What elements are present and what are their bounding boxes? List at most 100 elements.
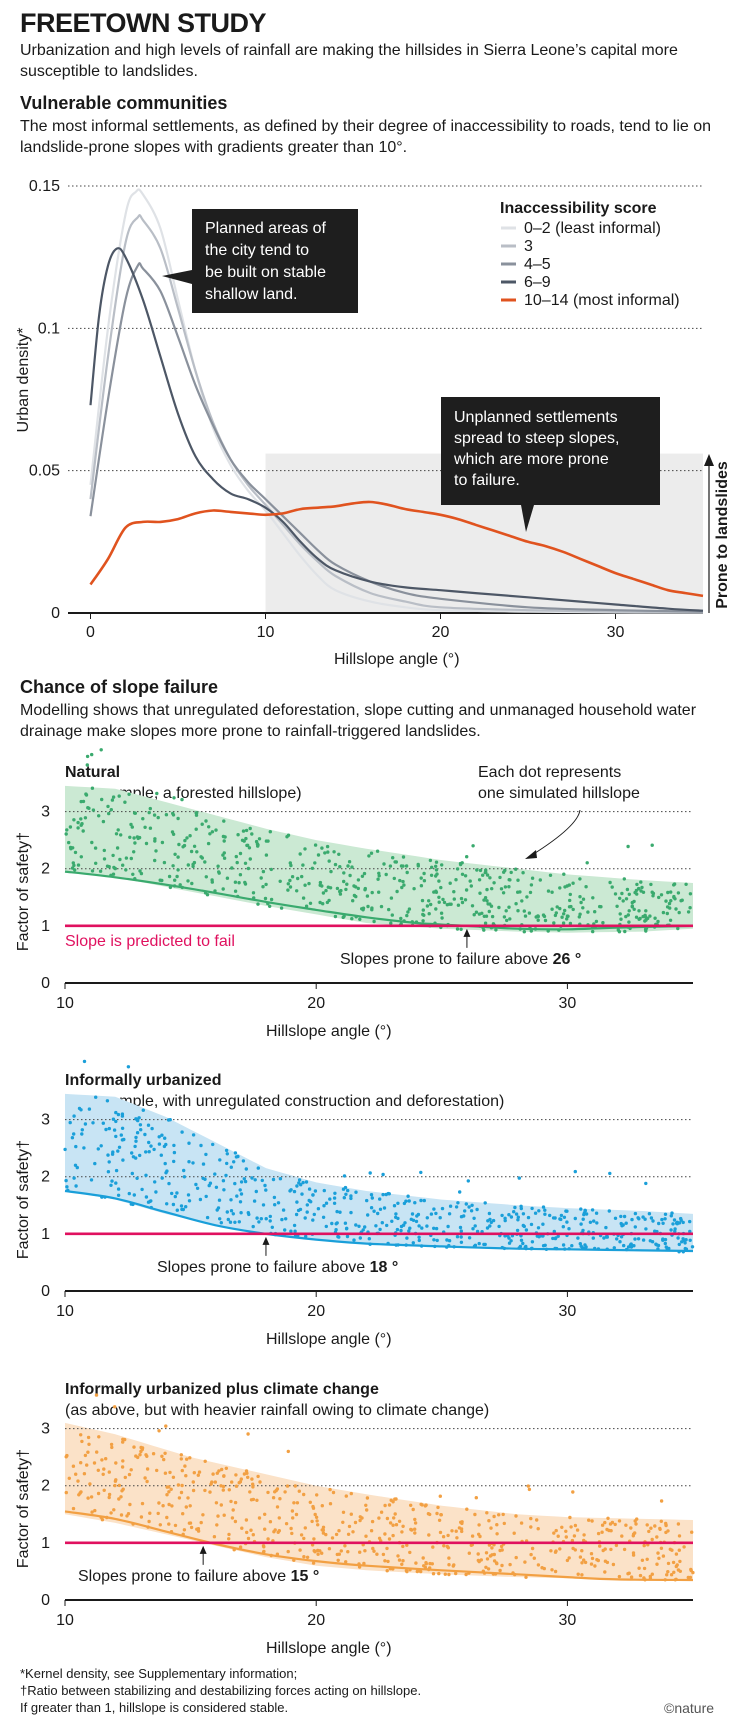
simulated-hillslope-dot	[434, 1211, 438, 1216]
simulated-hillslope-dot	[560, 1525, 564, 1529]
simulated-hillslope-dot	[106, 1153, 110, 1157]
simulated-hillslope-dot	[576, 1572, 580, 1576]
simulated-hillslope-dot	[533, 1211, 538, 1215]
simulated-hillslope-dot	[239, 1477, 243, 1481]
simulated-hillslope-dot	[644, 1227, 648, 1231]
simulated-hillslope-dot	[413, 1521, 418, 1525]
density-x-tick-label: 0	[86, 624, 95, 641]
simulated-hillslope-dot	[484, 1565, 488, 1569]
simulated-hillslope-dot	[401, 1559, 405, 1563]
simulated-hillslope-dot	[402, 1201, 407, 1206]
simulated-hillslope-dot	[346, 1532, 351, 1536]
simulated-hillslope-dot	[512, 1531, 516, 1535]
simulated-hillslope-dot	[321, 1525, 326, 1529]
simulated-hillslope-dot	[169, 1487, 173, 1491]
simulated-hillslope-dot	[477, 878, 482, 882]
legend-label: 10–14 (most informal)	[524, 292, 680, 309]
simulated-hillslope-dot	[63, 1147, 67, 1152]
simulated-hillslope-dot	[471, 1227, 475, 1231]
simulated-hillslope-dot	[129, 856, 133, 861]
simulated-hillslope-dot	[356, 878, 361, 882]
density-line-series-0	[89, 188, 704, 614]
simulated-hillslope-dot	[194, 827, 198, 831]
footnote-kernel: *Kernel density, see Supplementary infor…	[20, 1666, 298, 1681]
simulated-hillslope-dot	[438, 1530, 443, 1535]
simulated-hillslope-dot	[184, 1474, 188, 1478]
simulated-hillslope-dot	[229, 1198, 233, 1202]
simulated-hillslope-dot	[92, 1461, 97, 1465]
simulated-hillslope-dot	[426, 1512, 431, 1516]
simulated-hillslope-dot	[447, 1212, 452, 1216]
simulated-hillslope-dot	[682, 1545, 686, 1549]
uncertainty-band	[65, 1422, 693, 1580]
simulated-hillslope-dot	[96, 1491, 101, 1496]
simulated-hillslope-dot	[432, 1226, 436, 1230]
simulated-hillslope-dot	[408, 1550, 412, 1555]
simulated-hillslope-dot	[524, 1575, 528, 1579]
simulated-hillslope-dot	[500, 1213, 504, 1218]
simulated-hillslope-dot	[552, 921, 556, 925]
simulated-hillslope-dot	[688, 1238, 692, 1242]
fos-y-tick-label: 3	[41, 804, 50, 821]
simulated-hillslope-dot	[294, 1512, 299, 1517]
simulated-hillslope-dot	[258, 1480, 262, 1484]
simulated-hillslope-dot	[436, 1505, 440, 1510]
simulated-hillslope-dot	[385, 1223, 389, 1228]
simulated-hillslope-dot	[459, 1235, 463, 1239]
simulated-hillslope-dot	[526, 1484, 530, 1488]
simulated-hillslope-dot	[414, 1561, 418, 1565]
simulated-hillslope-dot	[663, 1237, 668, 1242]
simulated-hillslope-dot	[498, 875, 502, 880]
simulated-hillslope-dot	[381, 1172, 385, 1177]
simulated-hillslope-dot	[487, 909, 491, 914]
simulated-hillslope-dot	[410, 1212, 415, 1216]
simulated-hillslope-dot	[553, 1569, 558, 1574]
simulated-hillslope-dot	[248, 826, 252, 831]
simulated-hillslope-dot	[582, 1533, 586, 1537]
simulated-hillslope-dot	[140, 1187, 144, 1192]
simulated-hillslope-dot	[295, 1501, 300, 1505]
simulated-hillslope-dot	[241, 829, 246, 833]
simulated-hillslope-dot	[624, 897, 629, 901]
simulated-hillslope-dot	[155, 791, 159, 796]
simulated-hillslope-dot	[546, 889, 551, 893]
simulated-hillslope-dot	[530, 1240, 535, 1244]
simulated-hillslope-dot	[344, 1494, 348, 1498]
simulated-hillslope-dot	[90, 786, 95, 790]
simulated-hillslope-dot	[305, 1210, 309, 1214]
simulated-hillslope-dot	[390, 1219, 394, 1223]
simulated-hillslope-dot	[564, 1535, 568, 1539]
simulated-hillslope-dot	[271, 1496, 276, 1500]
simulated-hillslope-dot	[65, 828, 69, 832]
simulated-hillslope-dot	[578, 895, 582, 899]
simulated-hillslope-dot	[427, 912, 431, 916]
simulated-hillslope-dot	[233, 1220, 237, 1224]
simulated-hillslope-dot	[581, 897, 586, 901]
simulated-hillslope-dot	[134, 1135, 138, 1140]
simulated-hillslope-dot	[448, 881, 452, 885]
failure-angle-label: Slopes prone to failure above 18 °	[157, 1259, 398, 1276]
simulated-hillslope-dot	[129, 822, 133, 827]
simulated-hillslope-dot	[64, 832, 68, 836]
simulated-hillslope-dot	[229, 1499, 233, 1504]
simulated-hillslope-dot	[483, 921, 488, 925]
simulated-hillslope-dot	[637, 1566, 641, 1570]
simulated-hillslope-dot	[656, 919, 660, 924]
simulated-hillslope-dot	[334, 1532, 339, 1537]
simulated-hillslope-dot	[72, 1176, 76, 1180]
simulated-hillslope-dot	[650, 1572, 654, 1576]
simulated-hillslope-dot	[389, 921, 393, 925]
simulated-hillslope-dot	[567, 1556, 571, 1560]
dot-annotation-arrow	[531, 809, 581, 856]
simulated-hillslope-dot	[404, 1568, 409, 1573]
simulated-hillslope-dot	[536, 1226, 541, 1230]
simulated-hillslope-dot	[370, 1519, 375, 1524]
simulated-hillslope-dot	[295, 1200, 299, 1204]
simulated-hillslope-dot	[529, 1516, 533, 1521]
climate-change-panel: Informally urbanized plus climate change…	[15, 1381, 695, 1657]
simulated-hillslope-dot	[644, 1181, 648, 1186]
simulated-hillslope-dot	[298, 852, 302, 856]
simulated-hillslope-dot	[288, 878, 292, 883]
simulated-hillslope-dot	[536, 918, 540, 922]
simulated-hillslope-dot	[291, 1516, 295, 1520]
